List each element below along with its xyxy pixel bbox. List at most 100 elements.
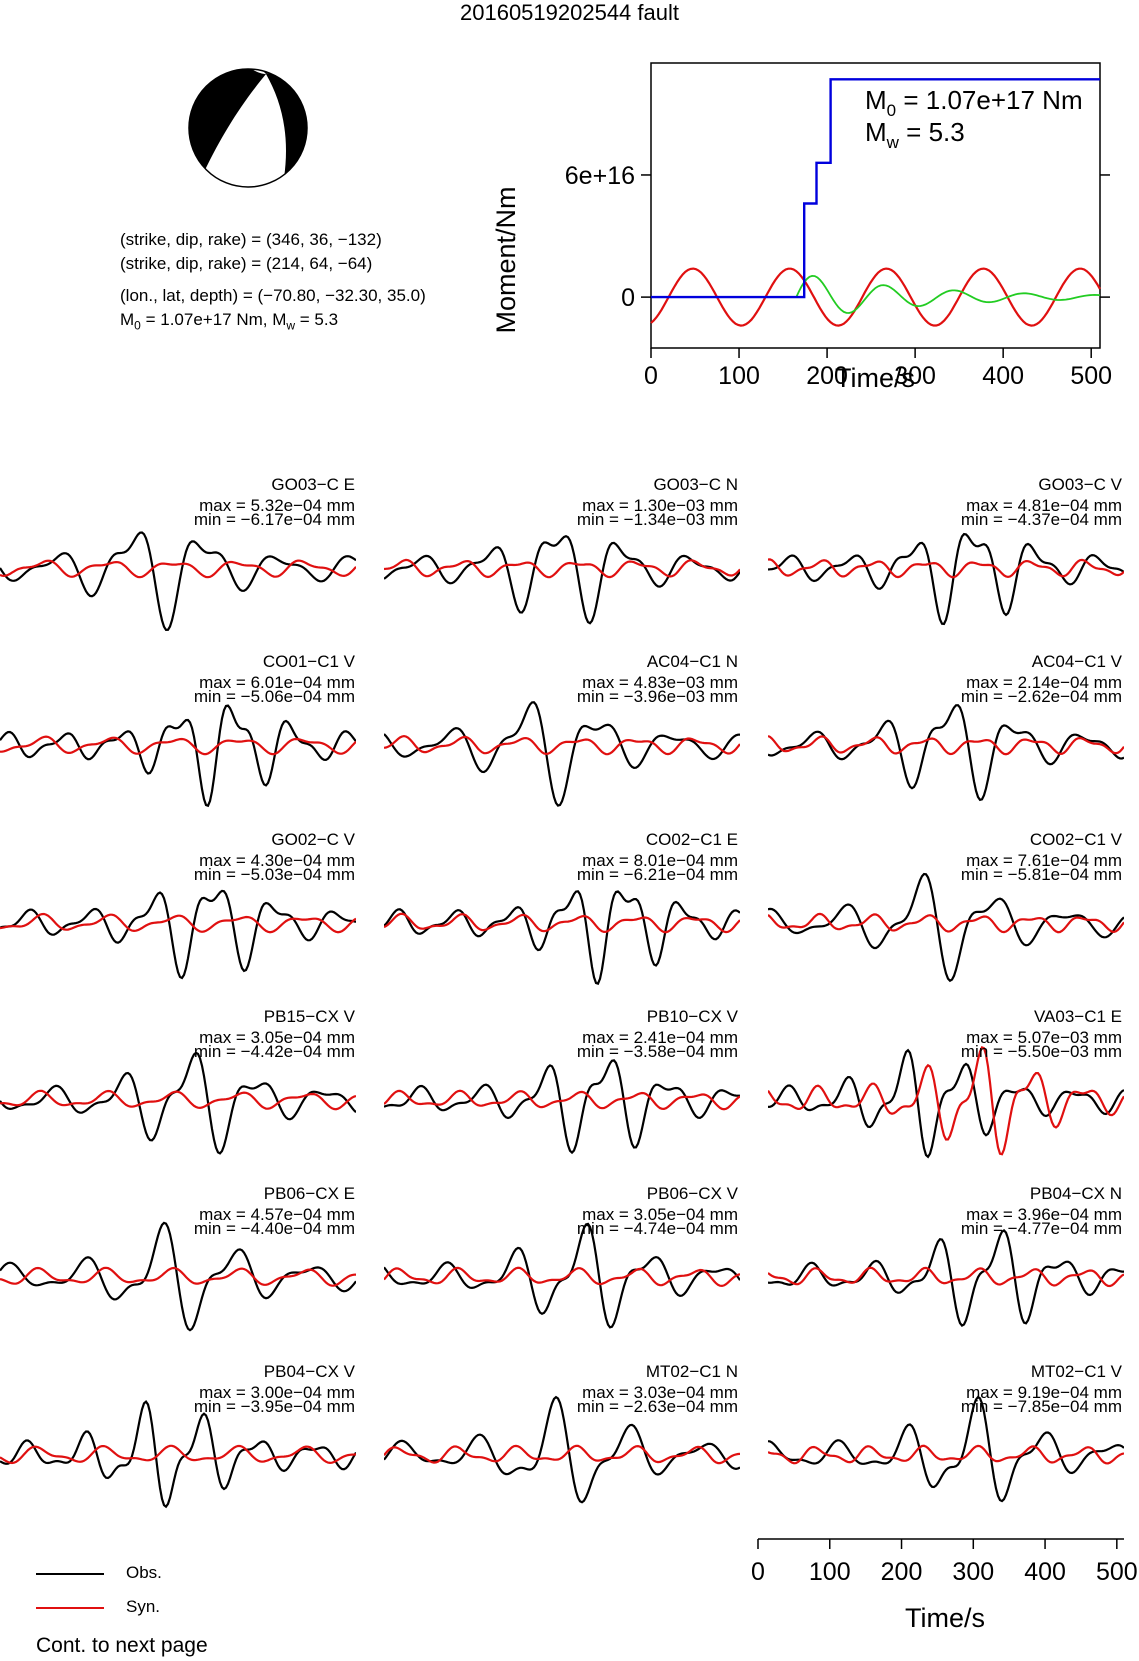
trace-min: min = −1.34e−03 mm bbox=[576, 510, 738, 529]
trace-title: PB15−CX V bbox=[263, 1006, 355, 1026]
stf-ytick-label: 6e+16 bbox=[565, 162, 635, 190]
stf-mw-annotation: Mw = 5.3 bbox=[865, 117, 965, 152]
trace-waveform bbox=[384, 701, 740, 808]
trace-max: max = 3.96e−04 mm bbox=[966, 1205, 1122, 1225]
trace-title: PB04−CX N bbox=[1029, 1184, 1122, 1204]
bottom-xtick-label: 200 bbox=[881, 1558, 923, 1586]
trace-waveform bbox=[384, 1058, 740, 1155]
trace-waveform bbox=[384, 534, 740, 625]
location-text: (lon., lat, depth) = (−70.80, −32.30, 35… bbox=[120, 286, 426, 305]
observed-trace bbox=[384, 1058, 740, 1155]
nodal-plane-2: (strike, dip, rake) = (214, 64, −64) bbox=[120, 254, 373, 273]
trace-max: max = 4.30e−04 mm bbox=[199, 850, 355, 870]
trace-min: min = −6.21e−04 mm bbox=[576, 864, 738, 884]
bottom-axis-xlabel: Time/s bbox=[905, 1603, 985, 1633]
trace-title: AC04−C1 N bbox=[646, 652, 738, 672]
synthetic-trace bbox=[0, 559, 356, 579]
legend-obs-swatch bbox=[36, 1573, 104, 1575]
stf-chart: 0 6e+16 0 100 200 300 400 500 Moment/Nm Time/s… bbox=[491, 62, 1112, 393]
footnote: Cont. to next page bbox=[36, 1634, 208, 1657]
moment-sym: M bbox=[120, 310, 135, 329]
observed-trace bbox=[768, 1395, 1124, 1502]
trace-max: max = 8.01e−04 mm bbox=[582, 850, 738, 870]
stf-xlabel: Time/s bbox=[835, 363, 915, 393]
trace-waveform bbox=[768, 704, 1124, 802]
observed-trace bbox=[0, 1051, 356, 1155]
synthetic-trace bbox=[384, 1089, 740, 1111]
stf-xtick-label: 200 bbox=[806, 362, 848, 390]
synthetic-trace bbox=[768, 912, 1124, 933]
trace-min: min = −4.37e−04 mm bbox=[960, 510, 1122, 529]
nodal-plane-1: (strike, dip, rake) = (346, 36, −132) bbox=[120, 230, 382, 249]
observed-trace bbox=[0, 1221, 356, 1332]
synthetic-trace bbox=[384, 735, 740, 756]
trace-max: max = 1.30e−03 mm bbox=[582, 496, 738, 515]
trace-max: max = 4.57e−04 mm bbox=[199, 1205, 355, 1225]
stf-moment-line bbox=[651, 78, 1100, 299]
trace-max: max = 3.05e−04 mm bbox=[582, 1205, 738, 1225]
trace-waveform bbox=[384, 889, 740, 985]
trace-waveform bbox=[768, 1229, 1124, 1328]
observed-trace bbox=[384, 1395, 740, 1503]
synthetic-trace bbox=[0, 735, 356, 756]
trace-waveform bbox=[0, 889, 356, 980]
observed-trace bbox=[0, 531, 356, 632]
observed-trace bbox=[0, 889, 356, 980]
observed-trace bbox=[768, 704, 1124, 802]
trace-min: min = −6.17e−04 mm bbox=[193, 510, 355, 529]
bottom-xtick-label: 100 bbox=[809, 1558, 851, 1586]
synthetic-trace bbox=[768, 1045, 1124, 1156]
stf-ytick-label: 0 bbox=[621, 284, 635, 312]
trace-waveform bbox=[768, 872, 1124, 982]
trace-min: min = −7.85e−04 mm bbox=[960, 1396, 1122, 1416]
moment-sub: 0 bbox=[134, 318, 141, 333]
trace-max: max = 4.81e−04 mm bbox=[966, 496, 1122, 515]
page-title: 20160519202544 fault bbox=[460, 0, 679, 25]
trace-max: max = 3.00e−04 mm bbox=[199, 1382, 355, 1402]
trace-min: min = −2.62e−04 mm bbox=[960, 687, 1122, 707]
trace-waveform bbox=[0, 1399, 356, 1508]
trace-min: min = −3.95e−04 mm bbox=[193, 1396, 355, 1416]
bottom-xtick-label: 500 bbox=[1096, 1558, 1138, 1586]
stf-plot-frame bbox=[650, 62, 1101, 349]
observed-trace bbox=[768, 872, 1124, 982]
trace-waveform bbox=[768, 532, 1124, 626]
trace-max: max = 5.07e−03 mm bbox=[966, 1027, 1122, 1047]
legend-obs-label: Obs. bbox=[126, 1563, 162, 1582]
beachball-icon bbox=[188, 68, 308, 188]
synthetic-trace bbox=[0, 1266, 356, 1287]
trace-min: min = −3.96e−03 mm bbox=[576, 687, 738, 707]
trace-title: GO03−C E bbox=[271, 475, 355, 494]
trace-max: max = 4.83e−03 mm bbox=[582, 673, 738, 693]
trace-title: GO03−C N bbox=[653, 475, 738, 494]
trace-waveform bbox=[0, 1051, 356, 1155]
bottom-xtick-label: 0 bbox=[751, 1558, 765, 1586]
legend: Obs. Syn. bbox=[34, 1562, 214, 1632]
bottom-xtick-label: 300 bbox=[952, 1558, 994, 1586]
stf-ylabel: Moment/Nm bbox=[491, 186, 521, 333]
magnitude-value: = 5.3 bbox=[295, 310, 339, 329]
trace-title: PB06−CX E bbox=[263, 1184, 355, 1204]
trace-max: max = 6.01e−04 mm bbox=[199, 673, 355, 693]
trace-title: PB04−CX V bbox=[263, 1361, 355, 1381]
moment-mid: = 1.07e+17 Nm, M bbox=[140, 310, 287, 329]
stf-red-wave bbox=[650, 267, 1101, 327]
legend-syn-swatch bbox=[36, 1607, 104, 1609]
synthetic-trace bbox=[384, 912, 740, 933]
observed-trace bbox=[0, 1399, 356, 1508]
trace-min: min = −5.03e−04 mm bbox=[193, 864, 355, 884]
legend-syn-label: Syn. bbox=[126, 1597, 161, 1616]
stf-xtick-label: 400 bbox=[982, 362, 1024, 390]
trace-min: min = −5.06e−04 mm bbox=[193, 687, 355, 707]
trace-title: GO03−C V bbox=[1038, 475, 1122, 494]
stf-xtick-label: 500 bbox=[1070, 362, 1112, 390]
trace-title: CO01−C1 V bbox=[262, 652, 355, 672]
observed-trace bbox=[384, 889, 740, 985]
stf-xtick-label: 300 bbox=[894, 362, 936, 390]
trace-min: min = −5.50e−03 mm bbox=[960, 1041, 1122, 1061]
stf-m0-annotation: M0 = 1.07e+17 Nm bbox=[865, 85, 1083, 120]
trace-waveform bbox=[384, 1395, 740, 1503]
trace-title: GO02−C V bbox=[271, 829, 355, 849]
synthetic-trace bbox=[768, 1266, 1124, 1288]
trace-title: CO02−C1 E bbox=[645, 829, 738, 849]
